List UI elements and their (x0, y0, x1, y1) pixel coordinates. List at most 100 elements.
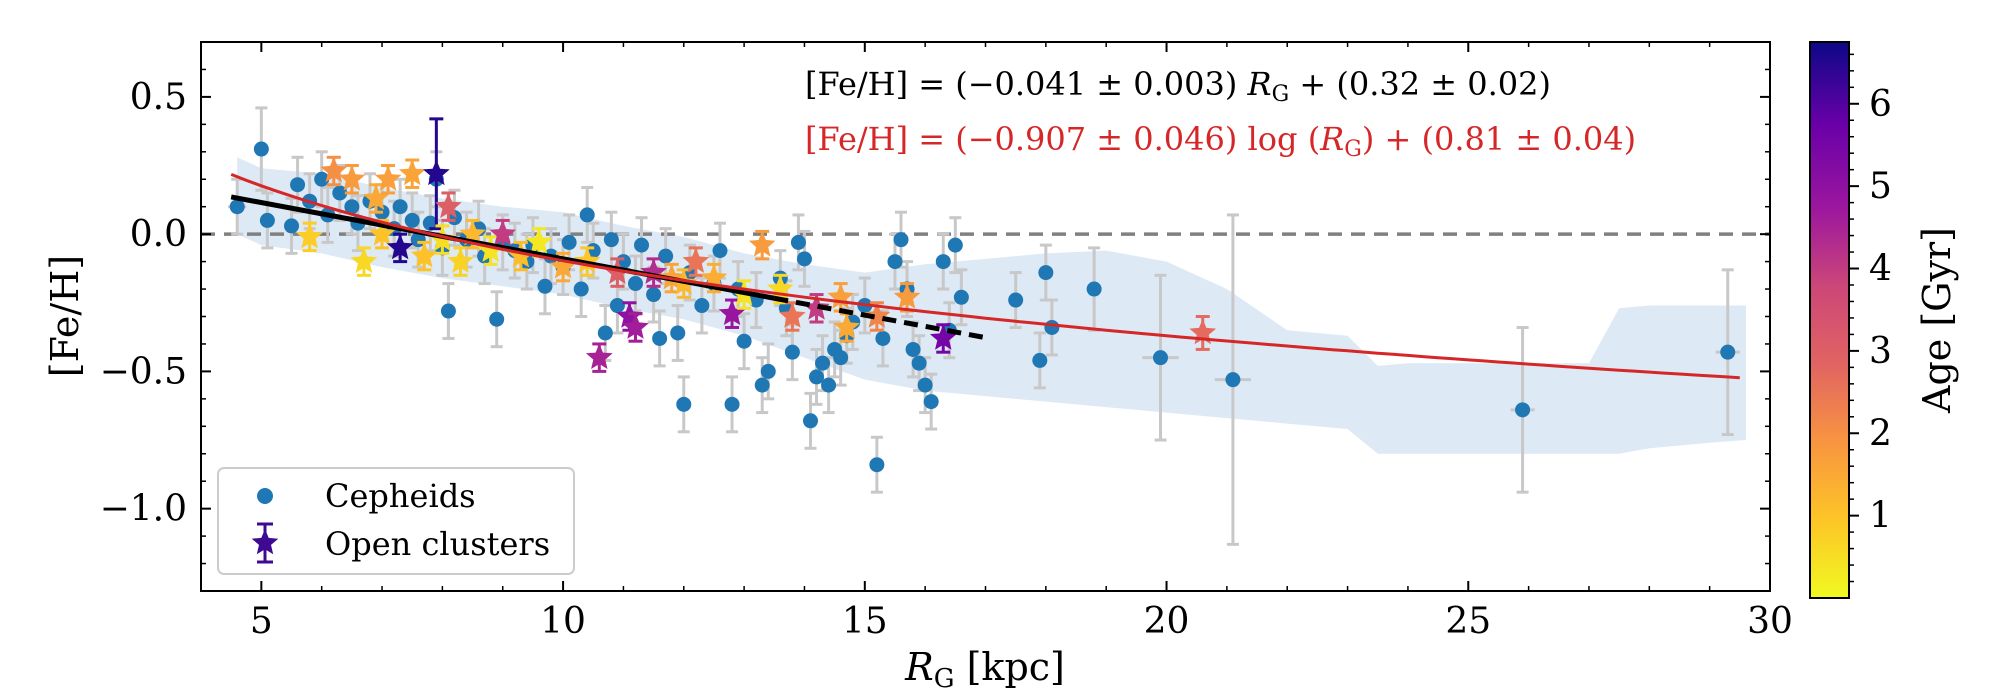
legend-cepheid-marker (257, 488, 273, 504)
linear-fit-equation: [Fe/H] = (−0.041 ± 0.003) RG + (0.32 ± 0… (805, 65, 1551, 107)
x-axis-label-var: R (904, 645, 934, 689)
cepheid-point (392, 199, 408, 215)
cepheid-point (597, 325, 613, 341)
linear-eq-pre: [Fe/H] = (−0.041 ± 0.003) (805, 65, 1248, 103)
cepheid-point (579, 207, 595, 223)
open-cluster-star (863, 302, 891, 328)
open-cluster-star (386, 233, 414, 260)
cepheid-point (712, 243, 728, 259)
cepheid-point (802, 413, 818, 429)
open-cluster-star (338, 165, 366, 191)
open-cluster-marker (338, 164, 366, 195)
open-cluster-marker (423, 117, 450, 231)
open-cluster-star (586, 343, 613, 369)
open-cluster-star (682, 247, 710, 273)
colorbar-tick-label: 2 (1869, 413, 1892, 454)
y-tick-label: −1.0 (100, 489, 187, 530)
cepheid-point (1225, 372, 1241, 388)
uncertainty-band (237, 157, 1746, 454)
y-axis-label: [Fe/H] (43, 255, 87, 377)
open-cluster-marker (507, 240, 535, 272)
cepheid-point (833, 350, 849, 366)
cepheid-point (736, 333, 752, 349)
age-colorbar: 1 2 3 4 5 6 Age [Gyr] (1809, 41, 1959, 599)
cepheid-point (561, 234, 577, 250)
open-cluster-star (622, 313, 649, 339)
cepheid-point (259, 212, 275, 228)
legend-open-cluster-marker (251, 522, 279, 564)
open-cluster-star (489, 220, 516, 246)
open-cluster-marker (549, 251, 577, 283)
open-cluster-marker (477, 235, 504, 266)
x-tick-label: 25 (1445, 601, 1491, 642)
linear-eq-sub: G (1272, 82, 1290, 107)
open-cluster-star (423, 159, 450, 186)
cepheid-point (1515, 402, 1531, 418)
open-cluster-star (549, 253, 577, 279)
cepheid-point (652, 330, 668, 346)
cepheid-point (670, 325, 686, 341)
cepheid-point (923, 394, 939, 410)
x-tick-label: 20 (1144, 601, 1190, 642)
open-cluster-star (296, 222, 323, 249)
cepheid-point (573, 281, 589, 297)
cepheid-point (790, 234, 806, 250)
open-cluster-marker (296, 221, 323, 253)
cepheid-point (887, 254, 903, 270)
open-cluster-star (362, 184, 390, 210)
colorbar-label: Age [Gyr] (1915, 227, 1959, 414)
cepheid-point (634, 237, 650, 253)
open-cluster-star (803, 294, 830, 320)
open-cluster-marker (586, 342, 613, 373)
open-cluster-marker (622, 312, 649, 343)
cepheid-point (893, 232, 909, 248)
open-cluster-star (748, 231, 776, 257)
cepheid-point (760, 363, 776, 379)
log-eq-var: R (1319, 120, 1344, 158)
open-cluster-star (929, 324, 957, 350)
cepheid-point (646, 287, 662, 303)
open-cluster-marker (398, 158, 426, 189)
open-cluster-star (368, 220, 396, 246)
cepheid-point (905, 341, 921, 357)
cepheid-point (953, 289, 969, 305)
colorbar-tick-label: 3 (1869, 331, 1892, 372)
legend-box (217, 467, 575, 575)
colorbar-ticks: 1 2 3 4 5 6 (1849, 53, 1892, 583)
cepheid-point (658, 248, 674, 264)
log-eq-post: ) + (0.81 ± 0.04) (1362, 120, 1636, 158)
cepheid-point (809, 369, 825, 385)
open-cluster-marker (386, 232, 414, 264)
open-cluster-star (893, 283, 921, 309)
open-cluster-marker (929, 323, 957, 354)
plot-frame (200, 41, 1771, 592)
open-cluster-star (411, 242, 438, 268)
cepheid-point (935, 254, 951, 270)
cepheid-point (609, 298, 625, 314)
cepheid-point (784, 344, 800, 360)
colorbar-tick-label: 6 (1869, 84, 1892, 125)
cepheid-point (627, 276, 643, 292)
cepheid-point (1038, 265, 1054, 281)
open-cluster-star (435, 192, 462, 218)
open-cluster-marker (748, 229, 776, 261)
linear-fit-extrapolation (773, 295, 986, 341)
cepheid-point (676, 396, 692, 412)
x-tick-label: 10 (540, 601, 586, 642)
colorbar-tick-label: 1 (1869, 496, 1892, 537)
cepheid-point (1008, 292, 1024, 308)
legend-cepheids-label: Cepheids (325, 477, 476, 515)
cepheid-point (603, 232, 619, 248)
open-cluster-star (525, 228, 553, 254)
cepheid-point (229, 199, 245, 215)
open-cluster-star (350, 247, 378, 273)
cepheid-point (1044, 319, 1060, 335)
cepheid-point (422, 215, 438, 231)
open-cluster-star (398, 159, 426, 186)
open-cluster-star (833, 313, 860, 339)
cepheid-point (1153, 350, 1169, 366)
open-cluster-marker (718, 298, 746, 329)
cepheid-point (284, 218, 300, 234)
x-axis-label-unit (955, 645, 967, 689)
legend-open-clusters-label: Open clusters (325, 525, 550, 563)
